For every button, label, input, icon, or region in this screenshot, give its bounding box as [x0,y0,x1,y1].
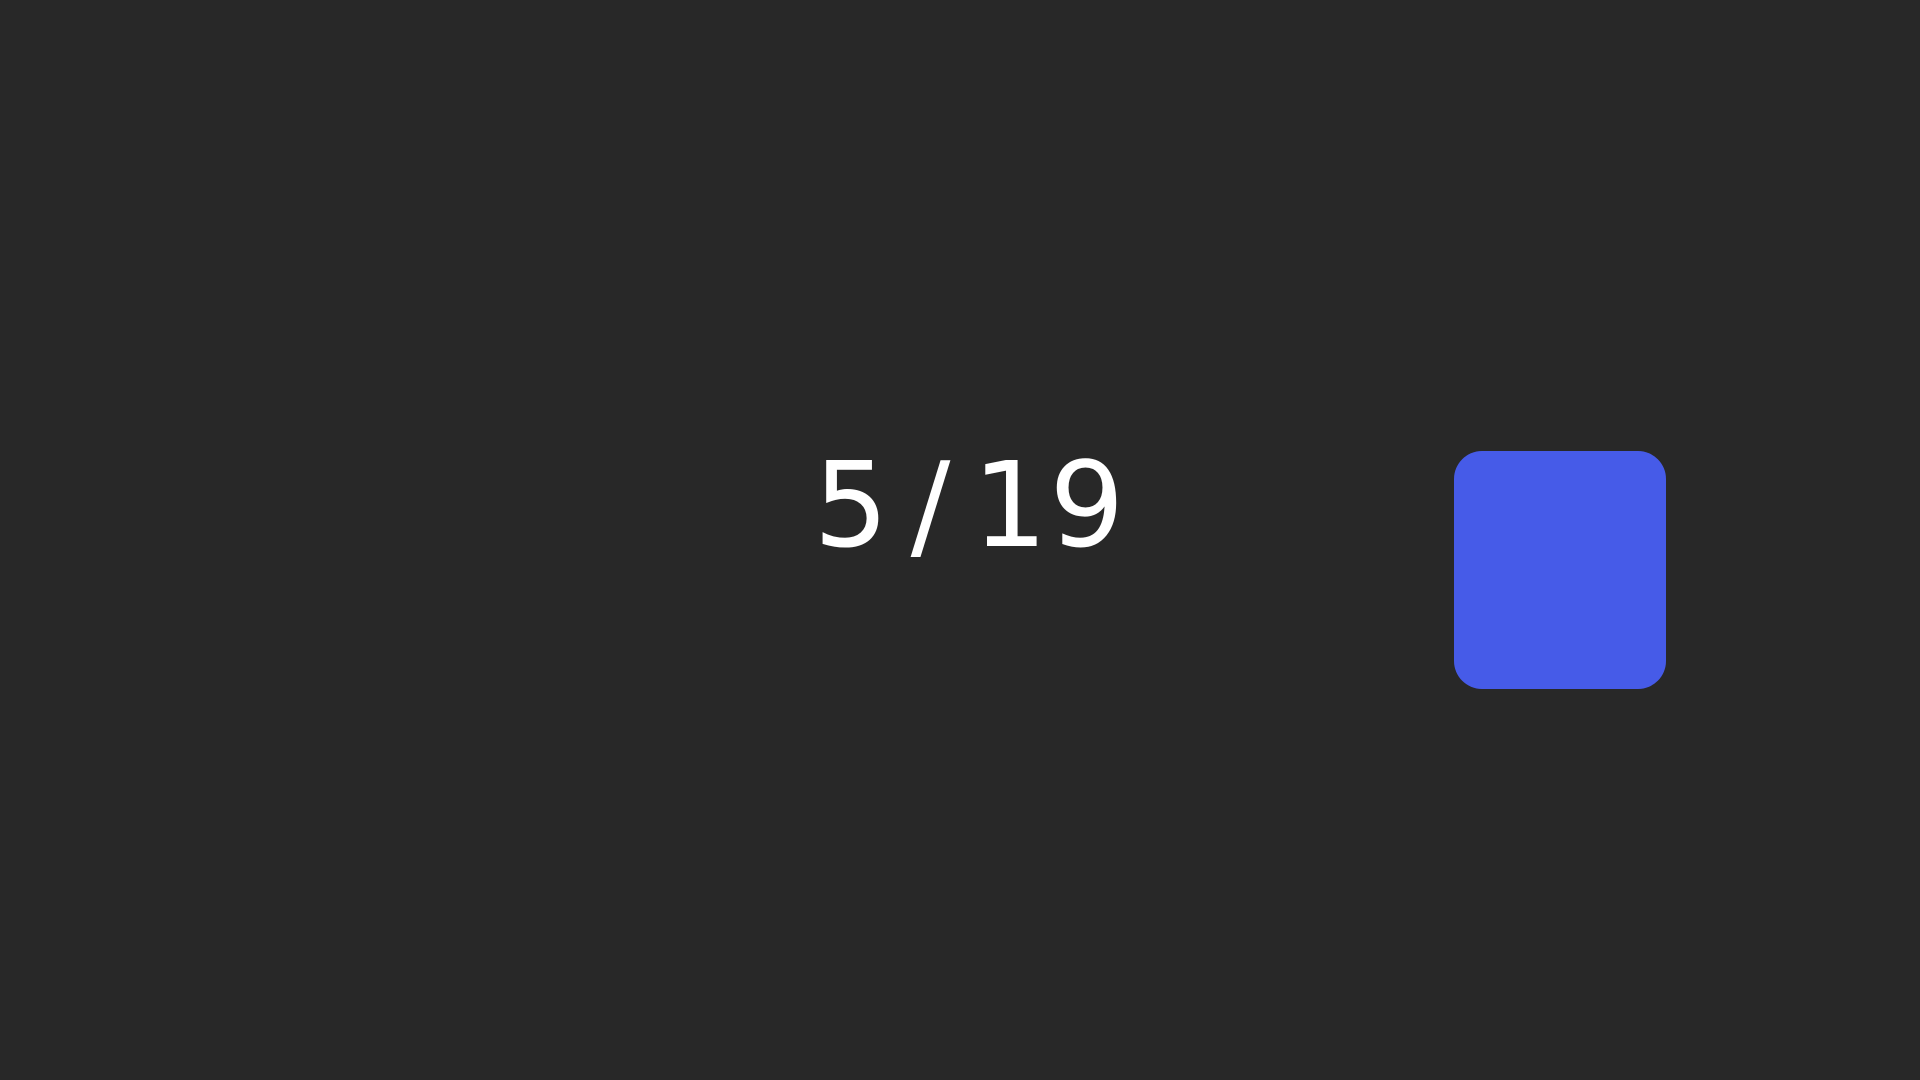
counter-separator: / [910,436,953,574]
current-slide-number: 5 [813,436,891,574]
blue-square-button[interactable] [1454,451,1666,689]
slide-counter: 5 / 19 [800,430,1140,580]
total-slide-count: 19 [972,436,1127,574]
